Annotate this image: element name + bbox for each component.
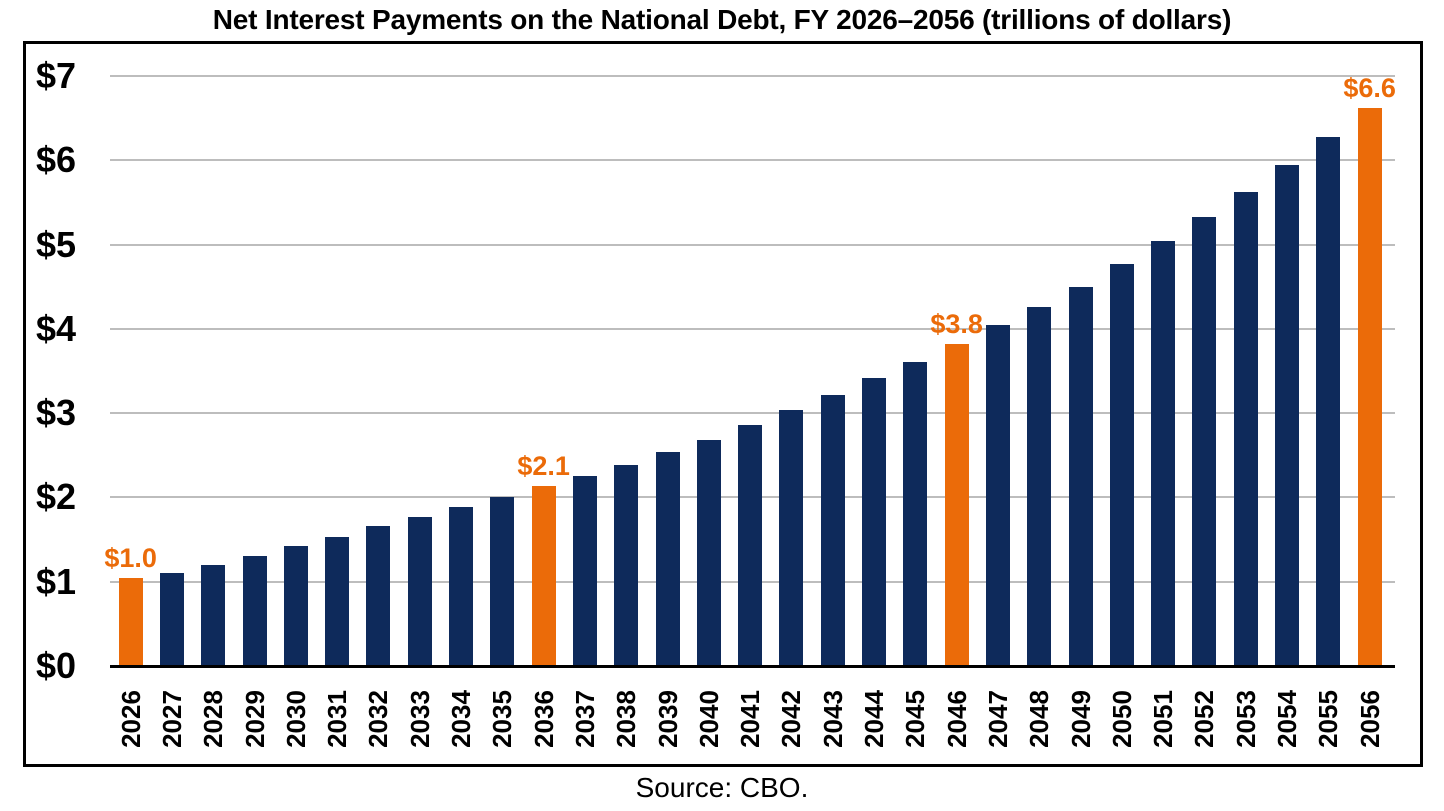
bar-2032 xyxy=(366,526,391,666)
bar-value-label-2046: $3.8 xyxy=(930,308,983,339)
bar-2040 xyxy=(696,440,721,666)
x-axis-label-2052: 2052 xyxy=(1189,690,1220,748)
y-axis-tick-label: $3 xyxy=(36,392,77,434)
bar-2056 xyxy=(1357,107,1382,666)
x-axis-line xyxy=(110,665,1395,668)
bar-2050 xyxy=(1109,263,1134,666)
y-axis-tick-label: $5 xyxy=(36,223,77,265)
x-axis-label-2055: 2055 xyxy=(1313,690,1344,748)
source-note: Source: CBO. xyxy=(635,772,809,803)
bar-2048 xyxy=(1027,306,1052,666)
y-axis-tick-label: $7 xyxy=(36,54,77,96)
x-axis-label-2037: 2037 xyxy=(569,690,600,748)
gridline-5 xyxy=(110,243,1395,246)
x-axis-label-2041: 2041 xyxy=(735,690,766,748)
bar-2053 xyxy=(1233,192,1258,666)
x-axis-label-2027: 2027 xyxy=(156,690,187,748)
x-axis-label-2031: 2031 xyxy=(322,690,353,748)
x-axis-label-2030: 2030 xyxy=(280,690,311,748)
bar-2049 xyxy=(1068,286,1093,666)
x-axis-label-2049: 2049 xyxy=(1065,690,1096,748)
y-axis-tick-label: $4 xyxy=(36,307,77,349)
gridline-4 xyxy=(110,327,1395,330)
bar-2043 xyxy=(820,394,845,666)
x-axis-label-2033: 2033 xyxy=(404,690,435,748)
bar-2038 xyxy=(614,464,639,666)
x-axis-label-2038: 2038 xyxy=(611,690,642,748)
bar-2055 xyxy=(1316,136,1341,666)
bar-2039 xyxy=(655,451,680,666)
bar-2036 xyxy=(531,486,556,666)
x-axis-label-2034: 2034 xyxy=(446,690,477,748)
bar-2030 xyxy=(283,546,308,666)
bar-2026 xyxy=(118,578,143,666)
bar-2034 xyxy=(449,506,474,666)
bar-2044 xyxy=(862,377,887,666)
bar-2047 xyxy=(985,325,1010,666)
bar-2046 xyxy=(944,343,969,666)
x-axis-label-2035: 2035 xyxy=(487,690,518,748)
x-axis-label-2039: 2039 xyxy=(652,690,683,748)
x-axis-label-2032: 2032 xyxy=(363,690,394,748)
bar-value-label-2056: $6.6 xyxy=(1343,72,1396,103)
bar-2041 xyxy=(738,424,763,666)
x-axis-label-2051: 2051 xyxy=(1148,690,1179,748)
bar-2028 xyxy=(201,564,226,666)
gridline-7 xyxy=(110,74,1395,77)
chart-title: Net Interest Payments on the National De… xyxy=(212,4,1232,35)
bar-2051 xyxy=(1151,241,1176,666)
x-axis-label-2054: 2054 xyxy=(1272,690,1303,748)
x-axis-label-2042: 2042 xyxy=(776,690,807,748)
bar-2033 xyxy=(407,516,432,666)
bar-2029 xyxy=(242,556,267,666)
x-axis-label-2036: 2036 xyxy=(528,690,559,748)
x-axis-label-2026: 2026 xyxy=(115,690,146,748)
x-axis-label-2040: 2040 xyxy=(693,690,724,748)
x-axis-label-2045: 2045 xyxy=(900,690,931,748)
bar-value-label-2036: $2.1 xyxy=(517,451,570,482)
x-axis-label-2047: 2047 xyxy=(982,690,1013,748)
y-axis-tick-label: $6 xyxy=(36,139,77,181)
gridline-6 xyxy=(110,159,1395,162)
bar-2027 xyxy=(159,573,184,666)
x-axis-label-2046: 2046 xyxy=(941,690,972,748)
x-axis-label-2029: 2029 xyxy=(239,690,270,748)
bar-2031 xyxy=(325,537,350,666)
bar-2054 xyxy=(1275,165,1300,666)
bar-value-label-2026: $1.0 xyxy=(104,543,157,574)
x-axis-label-2044: 2044 xyxy=(859,690,890,748)
bar-2042 xyxy=(779,409,804,666)
bar-2045 xyxy=(903,361,928,666)
bar-2037 xyxy=(572,476,597,666)
x-axis-label-2028: 2028 xyxy=(198,690,229,748)
x-axis-label-2048: 2048 xyxy=(1024,690,1055,748)
x-axis-label-2053: 2053 xyxy=(1230,690,1261,748)
bar-2035 xyxy=(490,497,515,666)
y-axis-tick-label: $2 xyxy=(36,476,77,518)
y-axis-tick-label: $1 xyxy=(36,560,77,602)
y-axis-tick-label: $0 xyxy=(36,645,77,686)
x-axis-label-2043: 2043 xyxy=(817,690,848,748)
chart-plot-area: $0 $1 $2 $3 $4 $5 $6 $7 2026 $1.0 2027 2028 2029 2030… xyxy=(23,41,1423,767)
x-axis-label-2050: 2050 xyxy=(1106,690,1137,748)
x-axis-label-2056: 2056 xyxy=(1354,690,1385,748)
bar-2052 xyxy=(1192,216,1217,666)
gridline-3 xyxy=(110,412,1395,415)
